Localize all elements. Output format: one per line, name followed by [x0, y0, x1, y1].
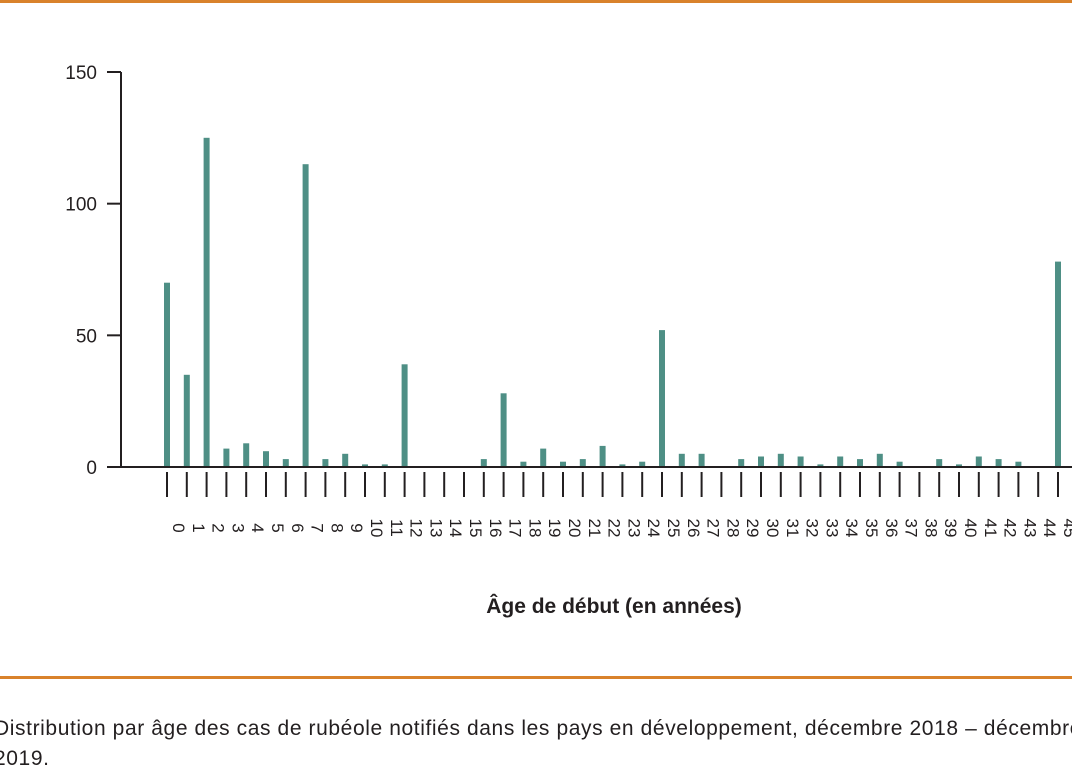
bar-age-35 — [857, 459, 863, 467]
x-tick-label-29: 29 — [743, 519, 762, 538]
y-tick-label-150: 150 — [65, 63, 97, 84]
bar-age-33 — [817, 464, 824, 467]
x-axis-title: Âge de début (en années) — [486, 594, 742, 618]
bar-age-10 — [362, 464, 368, 467]
y-axis: 0 50 100 150 — [65, 63, 1072, 479]
bar-age-23 — [619, 464, 626, 467]
bar-age-41 — [975, 456, 982, 467]
x-tick-label-13: 13 — [426, 519, 445, 538]
bar-age-26 — [678, 453, 685, 467]
x-tick-label-39: 39 — [941, 519, 960, 538]
bar-age-21 — [579, 459, 586, 467]
x-tick-label-16: 16 — [486, 519, 505, 538]
x-tick-label-35: 35 — [862, 519, 881, 538]
bar-age-7 — [302, 164, 309, 467]
bar-age-11 — [381, 464, 388, 467]
x-tick-label-11: 11 — [387, 519, 406, 537]
x-tick-label-32: 32 — [803, 519, 822, 538]
x-tick-label-17: 17 — [506, 519, 525, 538]
bar-age-30 — [758, 456, 764, 467]
bar-age-40 — [956, 464, 962, 467]
bar-chart: 0 1 2 3 4 5 6 7 8 9 10 11 12 13 14 15 16 17 18 19 20 21 22 23 24… — [65, 63, 1072, 618]
x-tick-label-36: 36 — [882, 519, 901, 538]
bar-age-8 — [322, 459, 329, 467]
x-tick-label-14: 14 — [446, 519, 465, 538]
x-tick-label-41: 41 — [981, 519, 1000, 538]
bar-age-39 — [936, 459, 943, 467]
bar-age-12 — [401, 364, 408, 467]
top-rule — [0, 0, 1072, 3]
x-tick-label-45: 45 — [1060, 519, 1072, 538]
y-tick-label-100: 100 — [65, 195, 97, 216]
x-tick-label-30: 30 — [763, 519, 782, 538]
bar-age-42 — [995, 459, 1002, 467]
bar-age-9 — [342, 453, 349, 467]
bar-age-31 — [777, 453, 784, 467]
x-tick-label-25: 25 — [664, 519, 683, 538]
figure-caption: Distribution par âge des cas de rubéole … — [0, 717, 1072, 770]
x-tick-label-26: 26 — [684, 519, 703, 538]
x-tick-label-23: 23 — [624, 519, 643, 538]
bar-age-2 — [203, 137, 210, 468]
bar-age-17 — [500, 393, 507, 467]
bar-age-18 — [520, 461, 527, 467]
bar-age-24 — [639, 461, 646, 467]
bars-group — [164, 137, 1061, 468]
x-tick-label-22: 22 — [605, 519, 624, 538]
x-tick-labels: 0 1 2 3 4 5 6 7 8 9 10 11 12 13 14 15 16 17 18 19 20 21 22 23 24… — [169, 519, 1072, 538]
bar-age-20 — [560, 461, 566, 467]
x-tick-label-4: 4 — [248, 523, 267, 532]
x-tick-label-37: 37 — [902, 519, 921, 538]
bar-age-32 — [797, 456, 804, 467]
bar-age-43 — [1015, 461, 1022, 467]
x-tick-label-8: 8 — [327, 523, 346, 532]
bar-age-45 — [1055, 261, 1061, 467]
x-tick-label-28: 28 — [723, 519, 742, 538]
x-tick-label-21: 21 — [585, 519, 604, 538]
x-tick-label-6: 6 — [288, 523, 307, 532]
bar-age-4 — [243, 443, 250, 467]
x-tick-label-9: 9 — [347, 523, 366, 532]
bar-age-29 — [738, 459, 745, 467]
bar-age-25 — [659, 330, 665, 467]
x-tick-label-43: 43 — [1020, 519, 1039, 538]
x-tick-marks — [166, 472, 1059, 497]
x-tick-label-2: 2 — [209, 523, 228, 532]
x-tick-label-5: 5 — [268, 523, 287, 532]
y-tick-label-50: 50 — [76, 326, 97, 347]
x-tick-label-34: 34 — [842, 519, 861, 538]
bottom-rule — [0, 676, 1072, 679]
bar-age-5 — [263, 451, 269, 467]
bar-age-34 — [837, 456, 844, 467]
x-tick-label-19: 19 — [545, 519, 564, 538]
x-tick-label-15: 15 — [466, 519, 485, 538]
x-tick-label-42: 42 — [1001, 519, 1020, 538]
x-tick-label-20: 20 — [565, 519, 584, 538]
x-tick-label-3: 3 — [228, 523, 247, 532]
bar-age-0 — [164, 282, 170, 467]
x-tick-label-10: 10 — [367, 519, 386, 538]
bar-age-3 — [223, 448, 230, 467]
bar-age-37 — [896, 461, 903, 467]
x-tick-label-44: 44 — [1040, 519, 1059, 538]
bar-age-27 — [698, 453, 705, 467]
x-tick-label-27: 27 — [704, 519, 723, 538]
bar-age-6 — [282, 459, 289, 467]
bar-age-36 — [876, 453, 883, 467]
x-tick-label-40: 40 — [961, 519, 980, 538]
bar-age-1 — [183, 374, 190, 467]
x-tick-label-38: 38 — [921, 519, 940, 538]
x-tick-label-12: 12 — [407, 519, 426, 538]
x-tick-label-31: 31 — [783, 519, 802, 538]
bar-age-22 — [599, 445, 606, 467]
bar-age-16 — [480, 459, 487, 467]
x-tick-label-7: 7 — [308, 523, 327, 532]
x-tick-label-0: 0 — [169, 523, 188, 532]
bar-age-19 — [540, 448, 547, 467]
x-tick-label-33: 33 — [822, 519, 841, 538]
y-tick-label-0: 0 — [86, 458, 97, 479]
x-tick-label-18: 18 — [525, 519, 544, 538]
x-tick-label-24: 24 — [644, 519, 663, 538]
x-tick-label-1: 1 — [189, 523, 208, 532]
